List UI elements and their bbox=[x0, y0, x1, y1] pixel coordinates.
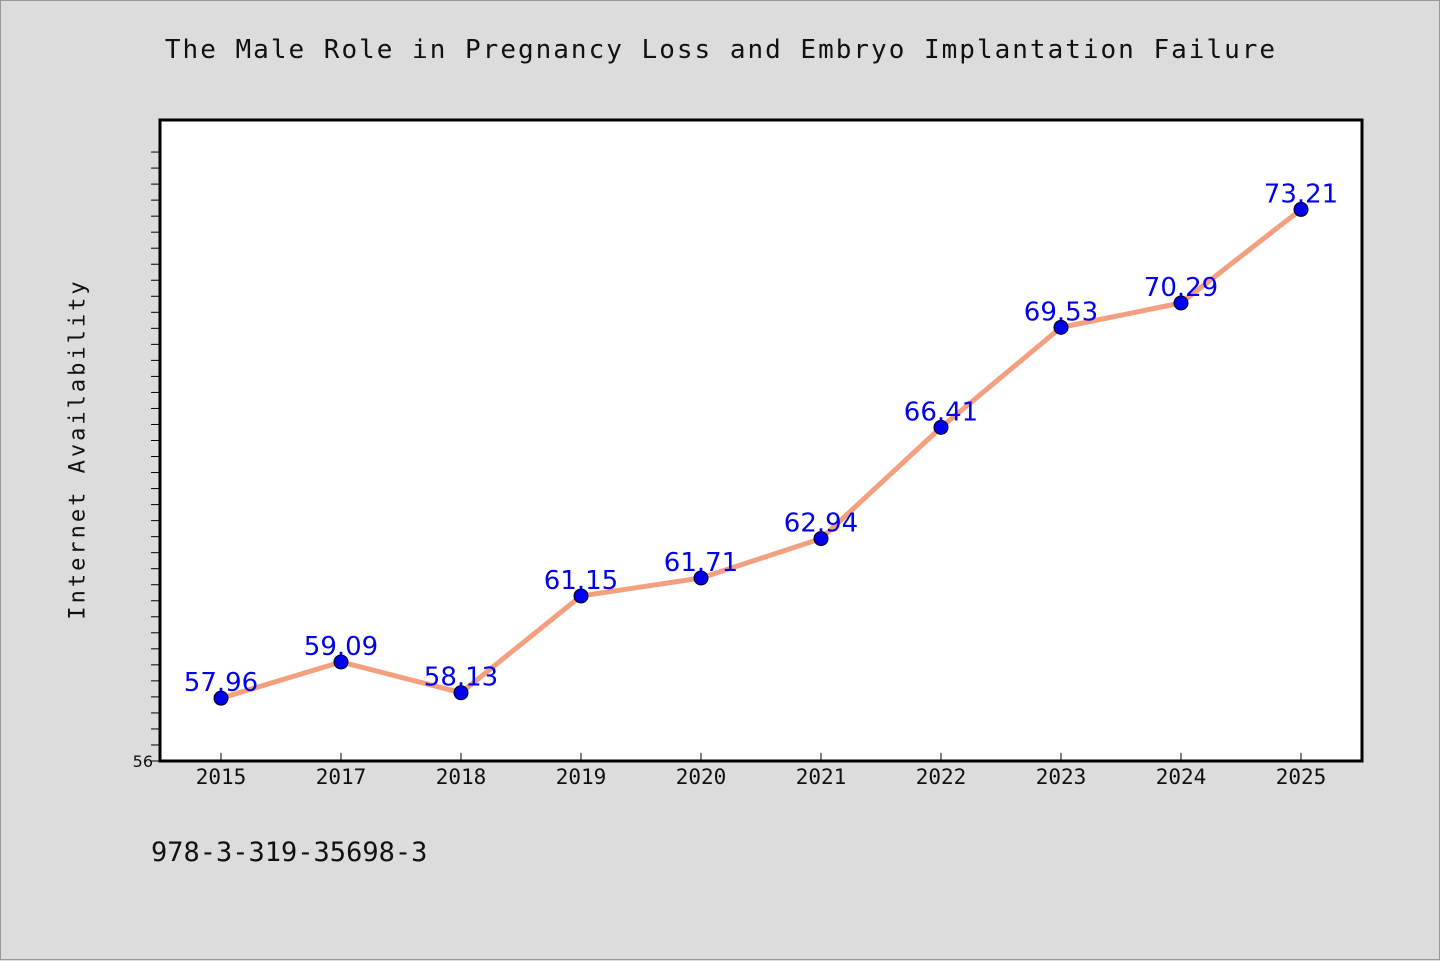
x-tick-label: 2017 bbox=[316, 765, 367, 789]
data-label: 70.29 bbox=[1144, 273, 1218, 303]
isbn-code: 978-3-319-35698-3 bbox=[151, 837, 428, 868]
chart-title: The Male Role in Pregnancy Loss and Embr… bbox=[164, 35, 1278, 65]
data-point bbox=[1173, 295, 1189, 311]
series-line bbox=[218, 206, 1304, 701]
x-axis-ticks: 2015 2017 2018 2019 2020 2021 2022 2023 2024 2025 bbox=[196, 753, 1327, 789]
plot-area bbox=[158, 118, 1364, 763]
y-tick-label-min: 56 bbox=[133, 752, 153, 771]
x-tick-label: 2015 bbox=[196, 765, 247, 789]
data-point bbox=[333, 654, 349, 670]
data-label: 59.09 bbox=[304, 632, 378, 662]
x-tick-label: 2019 bbox=[556, 765, 607, 789]
data-label: 73.21 bbox=[1264, 179, 1338, 209]
x-tick-label: 2018 bbox=[436, 765, 487, 789]
x-tick-label: 2025 bbox=[1276, 765, 1327, 789]
x-tick-label: 2023 bbox=[1036, 765, 1087, 789]
x-tick-label: 2021 bbox=[796, 765, 847, 789]
data-label: 57.96 bbox=[184, 668, 258, 698]
data-point bbox=[693, 570, 709, 586]
data-point bbox=[813, 531, 829, 547]
data-label: 61.15 bbox=[544, 566, 618, 596]
x-tick-label: 2022 bbox=[916, 765, 967, 789]
data-label: 62.94 bbox=[784, 509, 858, 539]
data-labels: 57.96 59.09 58.13 61.15 61.71 62.94 66.41 69.53… bbox=[184, 179, 1338, 698]
data-markers bbox=[213, 201, 1309, 706]
data-label: 58.13 bbox=[424, 663, 498, 693]
data-point bbox=[453, 685, 469, 701]
data-point bbox=[213, 690, 229, 706]
data-point bbox=[1053, 319, 1069, 335]
data-label: 66.41 bbox=[904, 397, 978, 427]
x-tick-label: 2020 bbox=[676, 765, 727, 789]
data-label: 69.53 bbox=[1024, 297, 1098, 327]
data-point bbox=[1293, 201, 1309, 217]
data-label: 61.71 bbox=[664, 548, 738, 578]
data-point bbox=[933, 419, 949, 435]
x-tick-label: 2024 bbox=[1156, 765, 1207, 789]
y-axis-ticks bbox=[151, 151, 160, 762]
data-point bbox=[573, 588, 589, 604]
